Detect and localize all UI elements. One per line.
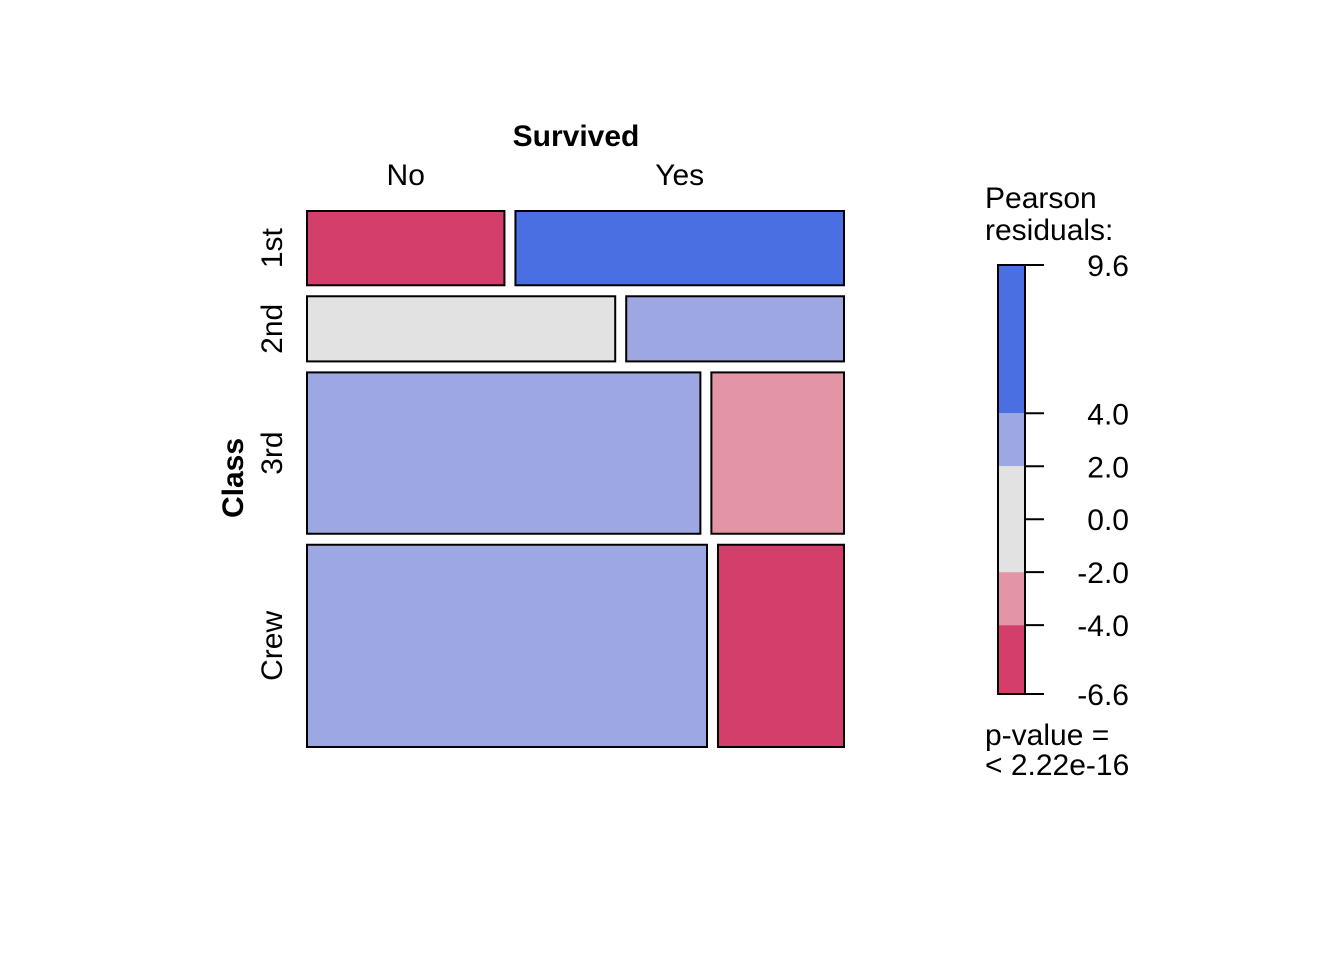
legend-band-0 xyxy=(998,265,1025,414)
mosaic-tiles xyxy=(306,210,846,749)
legend-tick-label: 9.6 xyxy=(1087,250,1129,283)
column-label-yes: Yes xyxy=(655,159,704,192)
row-variable-title: Class xyxy=(217,438,250,518)
pvalue-line2: < 2.22e-16 xyxy=(985,749,1129,782)
legend-band-1 xyxy=(998,413,1025,467)
legend-tick-label: 0.0 xyxy=(1087,504,1129,537)
column-labels: No Yes xyxy=(387,159,705,192)
tile-2nd-yes xyxy=(625,295,845,363)
tile-1st-no xyxy=(306,210,506,287)
legend-tick-label: -4.0 xyxy=(1077,610,1129,643)
column-label-no: No xyxy=(387,159,425,192)
tile-2nd-no xyxy=(306,295,617,363)
legend-band-4 xyxy=(998,625,1025,694)
tile-crew-no xyxy=(306,543,708,749)
row-label-1st: 1st xyxy=(256,227,289,268)
pvalue-line1: p-value = xyxy=(985,719,1109,752)
legend-bar-frame xyxy=(997,264,1026,695)
row-labels: 1st 2nd 3rd Crew xyxy=(256,227,289,680)
legend-title-line1: Pearson xyxy=(985,182,1097,215)
residual-legend: Pearson residuals: 9.6 4.0 2.0 0.0 -2.0 -4.0 -… xyxy=(985,182,1129,782)
legend-title-line2: residuals: xyxy=(985,214,1113,247)
legend-tick-label: -2.0 xyxy=(1077,557,1129,590)
row-label-2nd: 2nd xyxy=(256,304,289,354)
column-variable-title: Survived xyxy=(513,120,640,153)
legend-band-2 xyxy=(998,466,1025,573)
tile-1st-yes xyxy=(514,210,846,287)
row-label-crew: Crew xyxy=(256,611,289,681)
legend-ticks: 9.6 4.0 2.0 0.0 -2.0 -4.0 -6.6 xyxy=(1025,250,1129,712)
legend-band-3 xyxy=(998,572,1025,626)
tile-3rd-no xyxy=(306,371,702,535)
legend-tick-label: 4.0 xyxy=(1087,398,1129,431)
legend-color-bar xyxy=(997,264,1026,695)
row-label-3rd: 3rd xyxy=(256,431,289,474)
tile-crew-yes xyxy=(716,543,845,749)
legend-tick-label: -6.6 xyxy=(1077,679,1129,712)
legend-tick-label: 2.0 xyxy=(1087,451,1129,484)
tile-3rd-yes xyxy=(710,371,846,535)
